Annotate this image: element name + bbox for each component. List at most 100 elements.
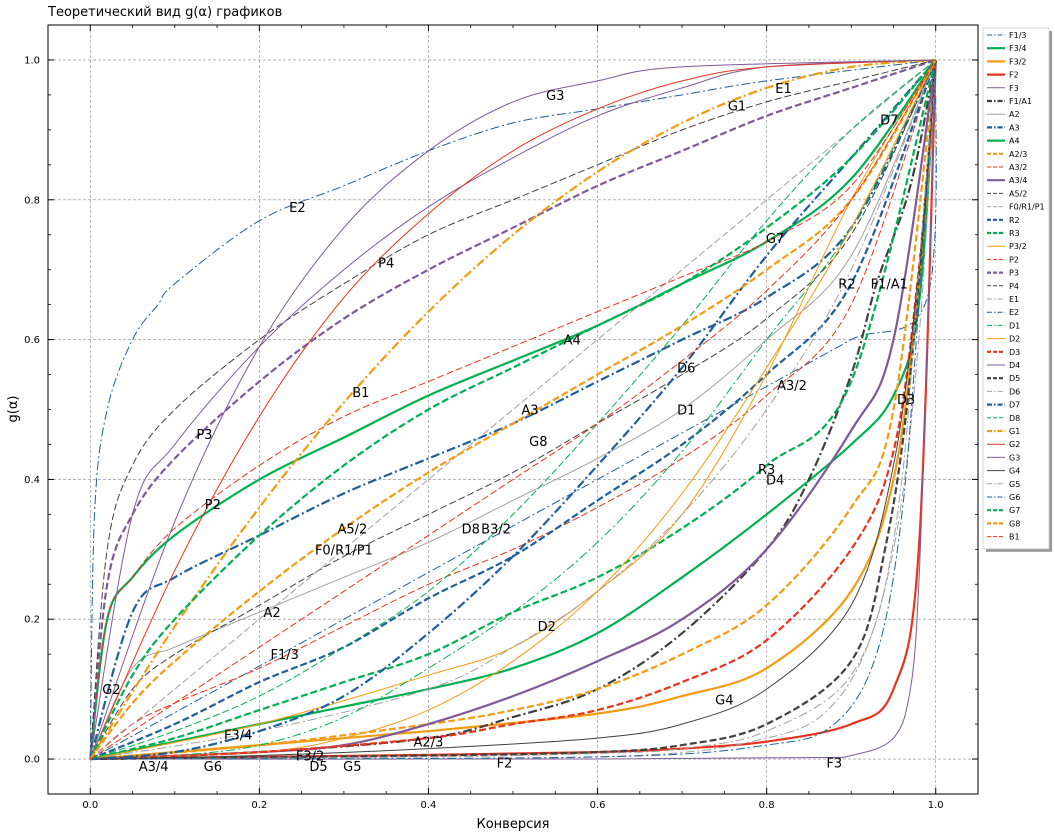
x-tick-label: 0.8: [759, 800, 775, 811]
legend-entry: G8: [1009, 519, 1020, 528]
legend-entry: P3: [1009, 269, 1019, 278]
legend-entry: D3: [1009, 348, 1020, 357]
x-axis-label: Конверсия: [476, 817, 549, 832]
legend-entry: G5: [1009, 480, 1020, 489]
curve-label: D2: [538, 620, 556, 635]
curve-label: G1: [728, 99, 746, 114]
curve-label: D1: [677, 404, 695, 419]
legend-entry: D1: [1009, 321, 1020, 330]
curve-label: A3/4: [139, 760, 169, 775]
series-line-f0-r1-p1: [89, 59, 937, 760]
legend-entry: D4: [1009, 361, 1020, 370]
series-line-d5: [90, 59, 937, 761]
legend-entry: G3: [1009, 453, 1020, 462]
curve-label: G3: [546, 89, 564, 104]
legend-entry: B1: [1009, 533, 1020, 542]
series-line-g5: [90, 59, 937, 760]
x-tick-label: 0.0: [82, 800, 98, 811]
series-line-d7: [90, 59, 937, 761]
series-line-f1-3: [90, 59, 937, 760]
curve-label: F1/A1: [871, 278, 908, 293]
legend-box: [982, 27, 1050, 550]
curve-label: B3/2: [481, 522, 511, 537]
curve-label: G7: [766, 232, 784, 247]
series-line-a2-3: [90, 59, 937, 761]
legend-entry: F1/A1: [1009, 97, 1032, 106]
legend-entry: F3: [1009, 84, 1019, 93]
legend-entry: D8: [1009, 414, 1020, 423]
curve-label: R2: [838, 278, 855, 293]
x-tick-label: 1.0: [928, 800, 944, 811]
legend-entry: P2: [1009, 255, 1019, 264]
legend-entry: F3/4: [1009, 44, 1026, 53]
legend-entry: A2: [1009, 110, 1020, 119]
curve-label: A5/2: [337, 522, 367, 537]
series-line-d4: [89, 59, 936, 760]
legend-entry: R2: [1009, 216, 1020, 225]
legend-entry: D5: [1009, 374, 1020, 383]
y-tick-label: 0.2: [24, 615, 40, 626]
series-line-d1: [90, 59, 937, 760]
series-line-d8: [90, 59, 937, 760]
curve-label: E1: [775, 82, 792, 97]
y-axis-label: g(α): [6, 396, 21, 423]
curve-label: A3/2: [777, 379, 807, 394]
legend-entry: G4: [1009, 467, 1020, 476]
y-tick-label: 0.6: [24, 335, 40, 346]
curve-label: P4: [378, 257, 394, 272]
series-lines: [89, 58, 937, 761]
legend-entry: A2/3: [1009, 150, 1027, 159]
curve-label: D4: [766, 473, 784, 488]
legend: F1/3 F3/4 F3/2 F2 F3 F1/A1 A2 A3 A4 A2/3 A3/2 A3/4 A…: [982, 27, 1052, 552]
curve-label: G6: [204, 760, 222, 775]
curve-label: A2: [263, 606, 280, 621]
legend-entry: P4: [1009, 282, 1019, 291]
legend-entry: E1: [1009, 295, 1019, 304]
legend-entry: F0/R1/P1: [1009, 203, 1045, 212]
legend-entry: D2: [1009, 335, 1020, 344]
series-line-b1: [90, 59, 937, 760]
curve-label: F2: [497, 757, 513, 772]
legend-entry: A5/2: [1009, 189, 1027, 198]
curve-label: D6: [677, 362, 695, 377]
x-tick-label: 0.2: [251, 800, 267, 811]
series-line-r3: [90, 59, 937, 761]
series-line-g7: [89, 59, 937, 760]
y-tick-label: 0.0: [24, 755, 40, 766]
curve-label: G2: [102, 683, 120, 698]
x-tick-label: 0.4: [421, 800, 437, 811]
curve-label: E2: [289, 201, 306, 216]
y-tick-label: 1.0: [24, 55, 40, 66]
legend-entry: G2: [1009, 440, 1020, 449]
curve-annotations: F1/3 F3/4 F3/2 F2 F3 F1/A1 A2 A3 A4 A2/3 A3/2 A3/4 A…: [102, 82, 915, 775]
legend-entry: A3: [1009, 123, 1020, 132]
series-line-g2: [89, 59, 936, 760]
curve-label: F0/R1/P1: [315, 543, 373, 558]
series-line-g4: [90, 59, 937, 760]
legend-entry: A4: [1009, 137, 1020, 146]
series-line-r2: [89, 59, 937, 761]
curve-label: P2: [205, 498, 221, 513]
series-line-f3: [90, 59, 937, 760]
series-line-d2: [90, 59, 937, 760]
curve-label: G8: [529, 435, 547, 450]
curve-label: G4: [715, 694, 733, 709]
series-line-g8: [89, 59, 937, 760]
chart-title: Теоретический вид g(α) графиков: [47, 5, 282, 20]
series-line-g1: [89, 58, 936, 760]
curve-label: R3: [758, 463, 775, 478]
curve-label: F3/2: [296, 750, 324, 765]
curve-label: G5: [343, 760, 361, 775]
legend-entry: A3/4: [1009, 176, 1027, 185]
series-line-e1: [90, 59, 937, 760]
curve-label: D7: [880, 113, 898, 128]
series-line-p4: [89, 59, 936, 760]
legend-entry: D6: [1009, 387, 1020, 396]
legend-entry: A3/2: [1009, 163, 1027, 172]
curve-label: F3/4: [224, 729, 252, 744]
legend-entry: G6: [1009, 493, 1020, 502]
curve-label: A3: [521, 404, 538, 419]
legend-entry: D7: [1009, 401, 1020, 410]
series-line-p3: [89, 58, 937, 760]
